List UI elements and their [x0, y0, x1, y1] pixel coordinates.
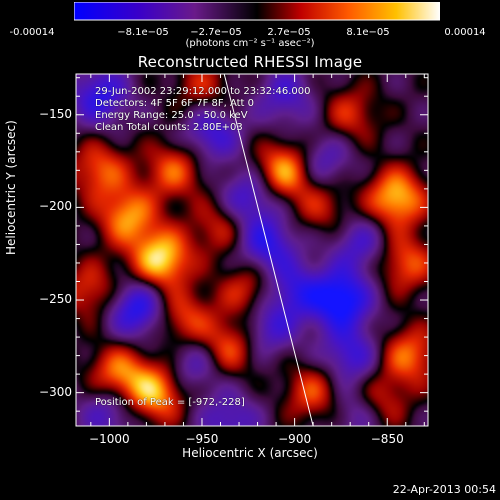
peak-position-annotation: Position of Peak = [-972,-228]	[95, 397, 245, 408]
colorbar	[74, 2, 440, 21]
chart-title: Reconstructed RHESSI Image	[137, 53, 363, 71]
y-tick-label: −200	[39, 199, 72, 214]
y-tick-label: −150	[39, 106, 72, 121]
colorbar-tick-label: −8.1e−05	[117, 27, 169, 38]
detectors-annotation: Detectors: 4F 5F 6F 7F 8F, Att 0	[95, 98, 255, 109]
colorbar-tick-label: 8.1e−05	[346, 27, 390, 38]
y-axis-label: Heliocentric Y (arcsec)	[4, 120, 18, 255]
clean-counts-annotation: Clean Total counts: 2.80E+03	[95, 122, 243, 133]
colorbar-unit-label: (photons cm⁻² s⁻¹ asec⁻²)	[185, 38, 315, 49]
colorbar-tick-label: 0.00014	[444, 27, 486, 38]
colorbar-tick-label: −2.7e−05	[190, 27, 242, 38]
y-tick-label: −300	[39, 384, 72, 399]
plot-frame	[75, 73, 429, 427]
x-tick-label: −1000	[89, 432, 130, 446]
heatmap-image	[76, 74, 428, 426]
colorbar-tick-label: 2.7e−05	[267, 27, 311, 38]
y-tick-label: −250	[39, 292, 72, 307]
time-range-annotation: 29-Jun-2002 23:29:12.000 to 23:32:46.000	[95, 86, 311, 97]
solar-limb-line	[223, 74, 314, 426]
x-tick-label: −900	[278, 432, 312, 446]
energy-range-annotation: Energy Range: 25.0 - 50.0 keV	[95, 110, 248, 121]
generation-timestamp: 22-Apr-2013 00:54	[392, 483, 496, 496]
colorbar-tick-label: -0.00014	[9, 27, 55, 38]
x-tick-label: −950	[185, 432, 219, 446]
x-tick-label: −850	[370, 432, 404, 446]
x-axis-label: Heliocentric X (arcsec)	[182, 446, 318, 460]
